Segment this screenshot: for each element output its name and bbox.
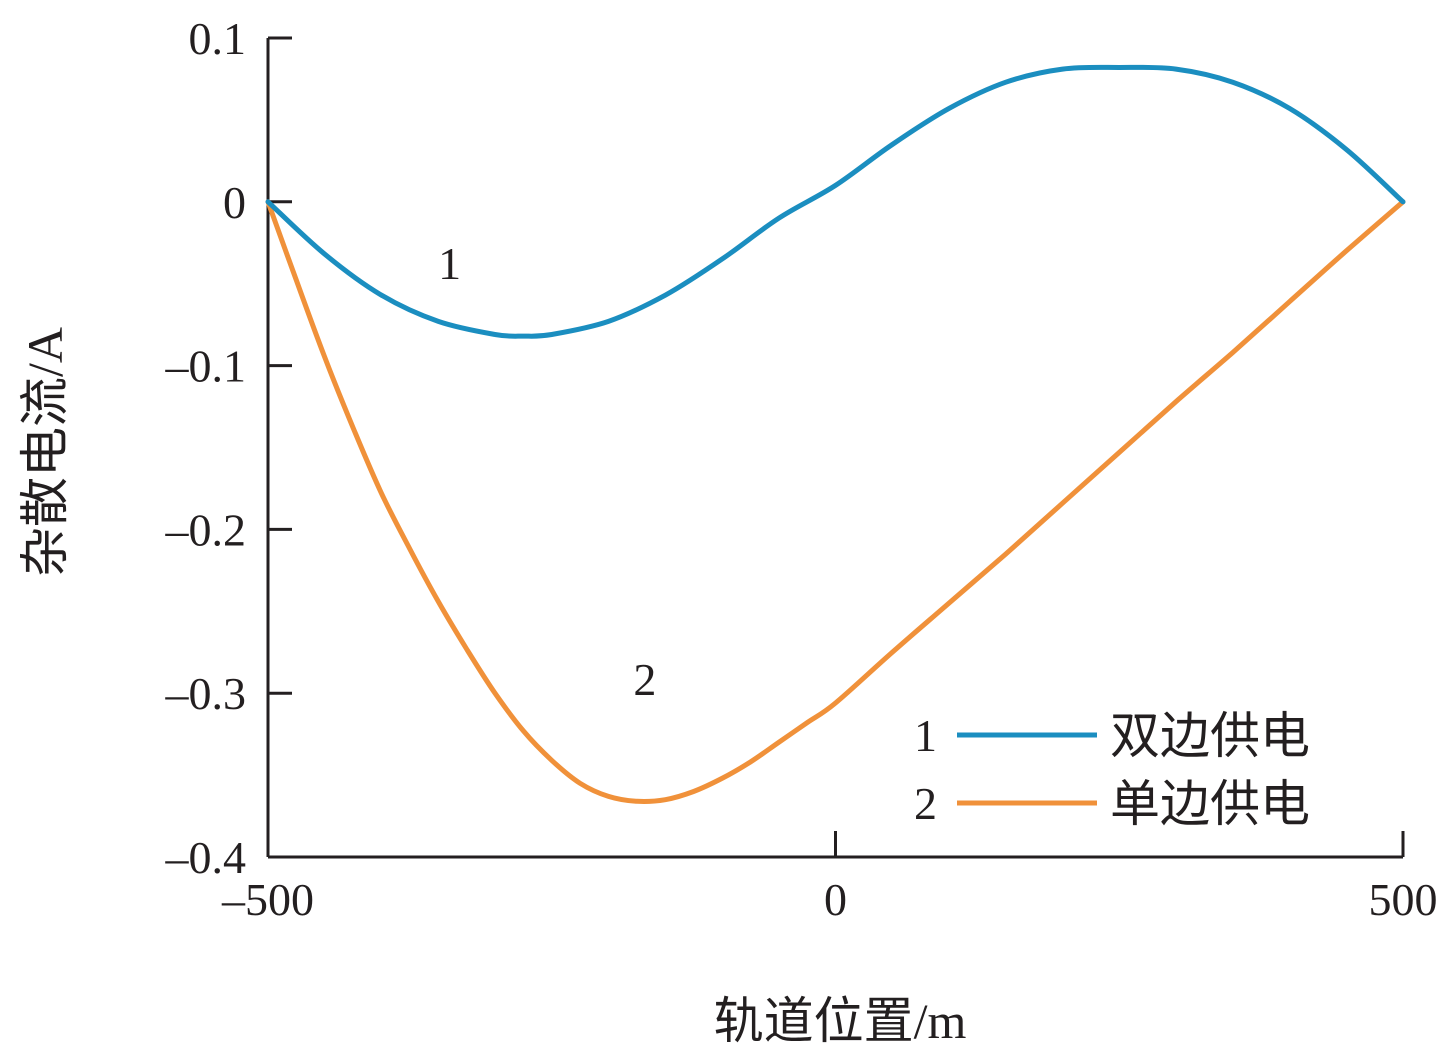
series-line-1: [265, 64, 1406, 339]
curve-labels: 12: [438, 238, 656, 705]
legend-number-2: 2: [914, 778, 937, 829]
series-layer: [265, 64, 1406, 805]
y-axis-title: 杂散电流/A: [17, 327, 73, 577]
x-ticks: –500 0 500: [221, 831, 1438, 925]
legend-label-1: 双边供电: [1110, 708, 1310, 764]
y-tick-label: –0.2: [165, 504, 247, 555]
x-tick-label: 500: [1369, 874, 1438, 925]
legend: 1 双边供电 2 单边供电: [914, 708, 1310, 832]
x-tick-label: –500: [221, 874, 314, 925]
x-axis-title: 轨道位置/m: [714, 993, 967, 1049]
curve-label-2: 2: [633, 654, 656, 705]
legend-label-2: 单边供电: [1110, 776, 1310, 832]
y-tick-label: –0.4: [165, 832, 247, 883]
curve-label-1: 1: [438, 238, 461, 289]
y-tick-label: 0.1: [189, 13, 247, 64]
series-line-2: [265, 199, 1406, 805]
y-tick-label: –0.3: [165, 668, 247, 719]
y-tick-label: –0.1: [165, 341, 247, 392]
x-tick-label: 0: [824, 874, 847, 925]
legend-number-1: 1: [914, 710, 937, 761]
y-ticks: 0.1 0 –0.1 –0.2 –0.3 –0.4: [165, 13, 292, 883]
y-tick-label: 0: [223, 177, 246, 228]
